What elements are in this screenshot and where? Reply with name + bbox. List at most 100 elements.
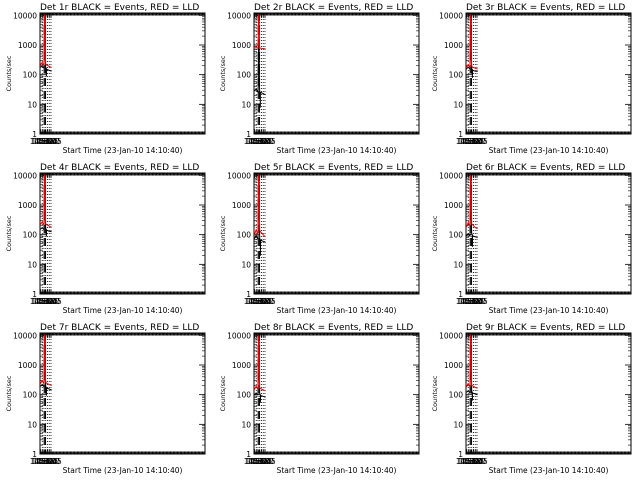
chart-title: Det 6r BLACK = Events, RED = LLD: [466, 163, 625, 173]
y-tick-label: 100: [23, 391, 38, 400]
x-tick-label: 15:30: [38, 137, 60, 146]
x-tick-label: 15:15: [463, 137, 485, 146]
series-line-lld: [254, 174, 266, 238]
x-tick-label: 15:00: [461, 137, 483, 146]
y-tick-label: 10000: [439, 171, 463, 180]
x-axis-label: Start Time (23-Jan-10 14:10:40): [63, 466, 183, 475]
y-tick-label: 10000: [13, 171, 37, 180]
series-line-lld: [40, 174, 52, 228]
y-tick-label: 1000: [232, 201, 251, 210]
x-tick-label: 14:15: [456, 297, 478, 306]
y-tick-label: 1: [246, 450, 251, 459]
y-tick-label: 1000: [444, 41, 463, 50]
y-axis-label: Counts/sec: [5, 55, 13, 91]
y-tick-label: 1000: [232, 361, 251, 370]
x-tick-label: 15:45: [254, 457, 276, 466]
y-tick-label: 10000: [227, 11, 251, 20]
x-tick-label: 15:45: [254, 297, 276, 306]
y-tick-label: 10000: [439, 11, 463, 20]
y-tick-label: 1: [32, 130, 37, 139]
chart-panel-8: Det 8r BLACK = Events, RED = LLD 1 10 100 10…: [219, 323, 420, 475]
chart-title: Det 8r BLACK = Events, RED = LLD: [254, 323, 413, 333]
x-tick-label: 15:00: [35, 297, 57, 306]
x-tick-label: 15:15: [251, 137, 273, 146]
y-tick-label: 1000: [232, 41, 251, 50]
x-tick-label: 15:30: [252, 457, 274, 466]
x-tick-label: 14:45: [247, 297, 269, 306]
x-tick-label: 14:30: [457, 137, 479, 146]
x-tick-label: 14:30: [31, 457, 53, 466]
x-tick-label: 14:45: [33, 137, 55, 146]
x-tick-label: 15:45: [40, 137, 62, 146]
y-tick-label: 10: [453, 260, 463, 269]
y-tick-label: 1: [458, 130, 463, 139]
y-tick-label: 1000: [18, 41, 37, 50]
y-tick-label: 100: [449, 231, 464, 240]
x-tick-label: 15:00: [249, 137, 271, 146]
y-tick-label: 1000: [444, 201, 463, 210]
x-tick-label: 15:30: [252, 137, 274, 146]
chart-panel-2: Det 2r BLACK = Events, RED = LLD 1 10 100 10…: [219, 3, 420, 155]
x-tick-label: 15:45: [466, 297, 488, 306]
y-axis-label: Counts/sec: [5, 215, 13, 251]
y-tick-label: 1: [458, 290, 463, 299]
y-tick-label: 1: [32, 290, 37, 299]
x-tick-label: 14:45: [33, 457, 55, 466]
x-tick-label: 15:00: [249, 457, 271, 466]
y-tick-label: 10: [27, 100, 37, 109]
x-tick-label: 14:30: [245, 137, 267, 146]
x-tick-label: 15:30: [252, 297, 274, 306]
x-axis-label: Start Time (23-Jan-10 14:10:40): [277, 146, 397, 155]
series-line-events: [254, 45, 266, 108]
x-tick-label: 14:45: [247, 457, 269, 466]
x-tick-label: 15:45: [40, 457, 62, 466]
chart-panel-3: Det 3r BLACK = Events, RED = LLD 1 10 100 10…: [431, 3, 632, 155]
y-tick-label: 10000: [227, 171, 251, 180]
series-line-lld: [466, 174, 478, 230]
x-tick-label: 15:45: [40, 297, 62, 306]
x-tick-label: 14:45: [33, 297, 55, 306]
x-tick-label: 14:15: [30, 297, 52, 306]
y-tick-label: 10000: [13, 11, 37, 20]
y-tick-label: 10: [241, 420, 251, 429]
y-axis-label: Counts/sec: [219, 215, 227, 251]
x-tick-label: 14:30: [31, 137, 53, 146]
series-line-lld: [40, 14, 52, 68]
chart-title: Det 5r BLACK = Events, RED = LLD: [254, 163, 413, 173]
chart-title: Det 3r BLACK = Events, RED = LLD: [466, 3, 625, 13]
x-tick-label: 15:30: [38, 297, 60, 306]
x-tick-label: 15:30: [38, 457, 60, 466]
x-tick-label: 15:15: [463, 297, 485, 306]
y-tick-label: 100: [449, 71, 464, 80]
chart-title: Det 1r BLACK = Events, RED = LLD: [40, 3, 199, 13]
x-tick-label: 14:30: [457, 297, 479, 306]
x-tick-label: 14:30: [245, 297, 267, 306]
x-tick-label: 15:00: [461, 297, 483, 306]
y-tick-label: 1: [32, 450, 37, 459]
x-tick-label: 15:30: [464, 137, 486, 146]
chart-panel-1: Det 1r BLACK = Events, RED = LLD 1 10 100 10…: [5, 3, 206, 155]
x-tick-label: 15:15: [37, 457, 59, 466]
series-line-lld: [466, 14, 478, 70]
series-line-lld: [40, 334, 52, 387]
y-tick-label: 1: [246, 130, 251, 139]
y-tick-label: 10000: [227, 331, 251, 340]
y-tick-label: 10: [241, 260, 251, 269]
chart-title: Det 7r BLACK = Events, RED = LLD: [40, 323, 199, 333]
chart-title: Det 2r BLACK = Events, RED = LLD: [254, 3, 413, 13]
y-tick-label: 10: [27, 260, 37, 269]
x-tick-label: 14:30: [245, 457, 267, 466]
x-axis-label: Start Time (23-Jan-10 14:10:40): [63, 146, 183, 155]
x-tick-label: 15:00: [35, 137, 57, 146]
x-tick-label: 14:30: [31, 297, 53, 306]
x-tick-label: 14:15: [244, 457, 266, 466]
y-tick-label: 10: [27, 420, 37, 429]
x-tick-label: 14:15: [244, 297, 266, 306]
chart-panel-6: Det 6r BLACK = Events, RED = LLD 1 10 100 10…: [431, 163, 632, 315]
x-tick-label: 14:45: [459, 137, 481, 146]
y-axis-label: Counts/sec: [431, 215, 439, 251]
chart-panel-4: Det 4r BLACK = Events, RED = LLD 1 10 100 10…: [5, 163, 206, 315]
series-line-lld: [254, 14, 266, 50]
